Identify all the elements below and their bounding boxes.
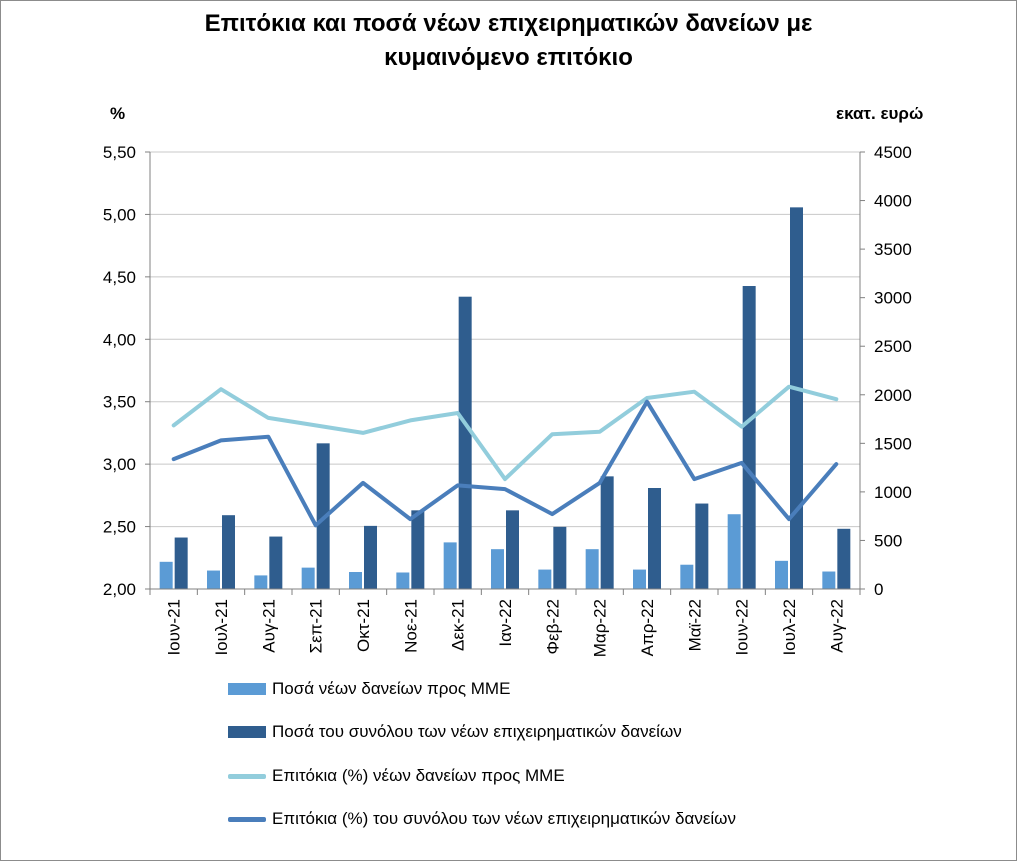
x-axis-category-label: Ιουλ-22 — [780, 599, 799, 656]
legend-swatch-sme-rate — [228, 773, 266, 779]
left-axis-tick-label: 5,50 — [103, 143, 136, 162]
bar-sme-amount — [538, 569, 552, 589]
x-axis-category-label: Αυγ-21 — [259, 599, 278, 653]
right-axis-unit: εκατ. ευρώ — [836, 104, 924, 123]
bar-sme-amount — [254, 575, 268, 589]
line-total-rate — [171, 399, 839, 528]
x-axis-category-label: Δεκ-21 — [449, 599, 468, 651]
legend-item-sme-amount: Ποσά νέων δανείων προς ΜΜΕ — [228, 677, 510, 701]
bar-total-amount — [506, 510, 519, 589]
left-axis-tick-label: 3,00 — [103, 455, 136, 474]
bar-total-amount — [364, 525, 377, 589]
chart-title-line-2: κυμαινόμενο επιτόκιο — [384, 44, 633, 71]
x-axis-category-label: Ιουλ-21 — [212, 599, 231, 656]
bar-total-amount — [695, 503, 709, 589]
bar-sme-amount — [207, 570, 220, 589]
right-axis-tick-label: 3000 — [874, 289, 912, 308]
bar-total-amount — [837, 528, 851, 589]
bar-total-amount — [600, 476, 614, 589]
x-axis-category-label: Ιουν-22 — [733, 599, 752, 656]
x-axis-category-label: Φεβ-22 — [543, 599, 562, 655]
bar-total-amount — [553, 526, 567, 589]
x-axis-category-label: Αυγ-22 — [827, 599, 846, 653]
bar-sme-amount — [727, 514, 741, 589]
x-axis-category-label: Μαρ-22 — [591, 599, 610, 657]
x-axis-category-label: Οκτ-21 — [354, 599, 373, 652]
bar-total-amount — [269, 536, 283, 589]
legend-label-sme-amount: Ποσά νέων δανείων προς ΜΜΕ — [272, 679, 511, 698]
legend-swatch-total-amount — [228, 726, 266, 738]
legend-item-sme-rate: Επιτόκια (%) νέων δανείων προς ΜΜΕ — [228, 764, 565, 788]
bar-total-amount — [411, 510, 425, 589]
x-axis-category-label: Μαϊ-22 — [685, 599, 704, 651]
left-axis-tick-label: 3,50 — [103, 393, 136, 412]
left-axis-tick-label: 2,50 — [103, 518, 136, 537]
legend-label-total-amount: Ποσά του συνόλου των νέων επιχειρηματικώ… — [272, 722, 682, 741]
right-axis-tick-label: 2000 — [874, 386, 912, 405]
legend-item-total-amount: Ποσά του συνόλου των νέων επιχειρηματικώ… — [228, 720, 682, 744]
bar-sme-amount — [585, 549, 599, 589]
legend-swatch-total-rate — [228, 816, 266, 822]
x-axis-category-label: Ιαν-22 — [496, 599, 515, 647]
bar-sme-amount — [443, 542, 457, 589]
bar-total-amount — [222, 515, 235, 589]
left-axis-tick-label: 4,00 — [103, 330, 136, 349]
bar-sme-amount — [680, 564, 694, 589]
legend-label-total-rate: Επιτόκια (%) του συνόλου των νέων επιχει… — [272, 809, 736, 828]
right-axis-tick-label: 4000 — [874, 192, 912, 211]
bar-total-amount — [648, 488, 661, 589]
x-axis-category-label: Σεπ-21 — [307, 599, 326, 653]
legend-item-total-rate: Επιτόκια (%) του συνόλου των νέων επιχει… — [228, 807, 736, 831]
bar-sme-amount — [491, 549, 504, 589]
bar-total-amount — [458, 296, 472, 589]
right-axis-tick-label: 2500 — [874, 337, 912, 356]
bar-total-amount — [790, 207, 803, 589]
line-sme-rate — [171, 384, 839, 482]
x-axis-category-label: Απρ-22 — [638, 599, 657, 656]
legend-label-sme-rate: Επιτόκια (%) νέων δανείων προς ΜΜΕ — [272, 766, 565, 785]
bar-sme-amount — [822, 571, 836, 589]
left-axis-tick-label: 2,00 — [103, 580, 136, 599]
bar-sme-amount — [633, 569, 646, 589]
chart-title-line-1: Επιτόκια και ποσά νέων επιχειρηματικών δ… — [204, 10, 813, 37]
left-axis-tick-label: 4,50 — [103, 268, 136, 287]
right-axis-tick-label: 4500 — [874, 143, 912, 162]
bar-sme-amount — [349, 572, 362, 589]
legend-swatch-sme-amount — [228, 683, 266, 695]
bar-total-amount — [742, 286, 756, 589]
left-axis-unit: % — [110, 104, 126, 123]
bar-sme-amount — [301, 567, 315, 589]
bar-sme-amount — [396, 572, 410, 589]
x-axis-category-label: Ιουν-21 — [165, 599, 184, 656]
right-axis-tick-label: 1500 — [874, 434, 912, 453]
right-axis-tick-label: 500 — [874, 531, 902, 550]
x-axis-category-label: Νοε-21 — [401, 599, 420, 653]
right-axis-tick-label: 0 — [874, 580, 883, 599]
left-axis-tick-label: 5,00 — [103, 205, 136, 224]
bar-total-amount — [174, 537, 188, 589]
right-axis-tick-label: 3500 — [874, 240, 912, 259]
bar-sme-amount — [775, 560, 788, 589]
bar-sme-amount — [159, 561, 173, 589]
right-axis-tick-label: 1000 — [874, 483, 912, 502]
